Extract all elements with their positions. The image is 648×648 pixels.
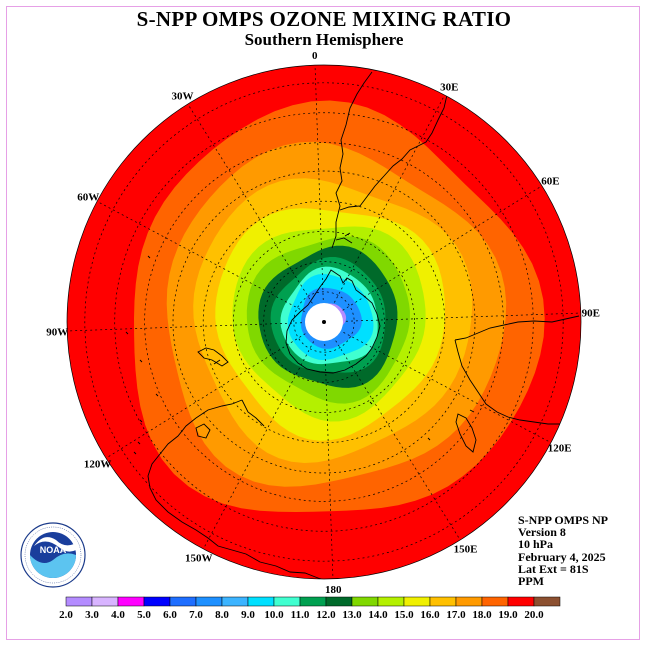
colorbar-label: 6.0: [163, 609, 177, 621]
page-title: S-NPP OMPS OZONE MIXING RATIO: [136, 7, 512, 31]
longitude-line: [187, 103, 313, 304]
colorbar: 2.0 3.0 4.0 5.0 6.0 7.0 8.0 9.0 10.0 11.0 12.0 13.0…: [59, 596, 561, 621]
longitude-label: 30W: [172, 91, 194, 103]
colorbar-label: 7.0: [189, 609, 203, 621]
colorbar-label: 20.0: [524, 609, 544, 621]
longitude-label: 90W: [46, 326, 68, 338]
info-version: Version 8: [518, 525, 566, 540]
longitude-line: [345, 312, 581, 322]
longitude-line: [343, 332, 552, 443]
longitude-label: 60E: [541, 176, 559, 188]
lat-lon-grid: [67, 65, 581, 579]
latitude-circle: [172, 170, 476, 474]
longitude-line: [324, 343, 334, 579]
longitude-line: [203, 341, 314, 550]
antarctica-coastline: [285, 269, 381, 374]
longitude-label: 120W: [84, 459, 112, 471]
colorbar-label: 12.0: [316, 609, 336, 621]
colorbar-swatch: [299, 596, 327, 607]
info-units: PPM: [518, 574, 544, 589]
south-america-coastline: [331, 71, 448, 249]
longitude-label: 180: [325, 584, 342, 596]
latitude-circle: [233, 231, 415, 413]
colorbar-swatch: [455, 596, 483, 607]
colorbar-swatch: [195, 596, 223, 607]
colorbar-swatch: [429, 596, 457, 607]
latitude-circle: [84, 82, 564, 562]
latitude-circle: [144, 142, 504, 502]
colorbar-swatch: [403, 596, 431, 607]
longitude-line: [342, 185, 543, 311]
longitude-label: 150W: [185, 553, 213, 565]
page-subtitle: Southern Hemisphere: [244, 30, 404, 49]
info-lat-extent: Lat Ext = 81S: [518, 561, 589, 576]
colorbar-swatch: [247, 596, 275, 607]
colorbar-label: 14.0: [368, 609, 388, 621]
colorbar-swatch: [65, 596, 93, 607]
latitude-circle: [293, 291, 355, 353]
longitude-line: [314, 65, 324, 301]
info-date: February 4, 2025: [518, 549, 606, 564]
ozone-contour-bands: [67, 65, 581, 579]
info-instrument: S-NPP OMPS NP: [518, 513, 608, 527]
longitude-line: [335, 340, 461, 541]
longitude-label: 0: [312, 50, 318, 62]
madagascar-coastline: [455, 413, 477, 453]
longitude-labels: 0 30E 60E 90E 120E 150E 180 150W 120W 90W 60W 30W: [46, 50, 600, 596]
colorbar-label: 18.0: [472, 609, 492, 621]
australia-coastline: [147, 399, 326, 579]
colorbar-swatch: [273, 596, 301, 607]
colorbar-label: 3.0: [85, 609, 99, 621]
colorbar-swatch: [143, 596, 171, 607]
colorbar-label: 17.0: [446, 609, 466, 621]
info-pressure-level: 10 hPa: [518, 537, 554, 552]
colorbar-label: 9.0: [241, 609, 255, 621]
map-outline: [66, 64, 582, 580]
longitude-line: [96, 201, 305, 312]
noaa-logo: NOAA: [20, 522, 86, 588]
colorbar-label: 10.0: [264, 609, 284, 621]
coastlines: [125, 71, 580, 579]
colorbar-swatch: [351, 596, 379, 607]
longitude-label: 150E: [454, 543, 478, 555]
new-zealand-coastline: [197, 347, 229, 367]
colorbar-label: 4.0: [111, 609, 125, 621]
noaa-logo-text: NOAA: [40, 545, 67, 555]
longitude-label: 30E: [440, 81, 458, 93]
south-pole-marker: [322, 320, 326, 324]
colorbar-label: 19.0: [498, 609, 518, 621]
colorbar-label: 15.0: [394, 609, 414, 621]
africa-coastline: [454, 315, 580, 427]
colorbar-label: 2.0: [59, 609, 73, 621]
latitude-circle: [263, 261, 385, 383]
longitude-label: 60W: [77, 192, 99, 204]
colorbar-swatch: [117, 596, 145, 607]
colorbar-label: 13.0: [342, 609, 362, 621]
colorbar-label: 11.0: [291, 609, 310, 621]
colorbar-swatch: [325, 596, 353, 607]
colorbar-swatch: [377, 596, 405, 607]
colorbar-label: 16.0: [420, 609, 440, 621]
indian-ocean-islands: [369, 401, 475, 441]
colorbar-label: 8.0: [215, 609, 229, 621]
colorbar-swatch: [91, 596, 119, 607]
longitude-line: [105, 333, 306, 459]
longitude-line: [334, 94, 445, 303]
colorbar-swatch: [169, 596, 197, 607]
product-info: S-NPP OMPS NP Version 8 10 hPa February …: [518, 514, 608, 587]
latitude-circle: [202, 200, 446, 444]
colorbar-swatch: [221, 596, 249, 607]
longitude-label: 90E: [582, 308, 600, 320]
longitude-line: [67, 322, 303, 332]
colorbar-label: 5.0: [137, 609, 151, 621]
longitude-label: 120E: [548, 442, 572, 454]
colorbar-swatch: [533, 596, 561, 607]
tasmania-coastline: [195, 423, 211, 439]
colorbar-swatch: [507, 596, 535, 607]
latitude-circle: [114, 112, 534, 532]
pacific-islands: [125, 255, 159, 455]
colorbar-swatch: [481, 596, 509, 607]
